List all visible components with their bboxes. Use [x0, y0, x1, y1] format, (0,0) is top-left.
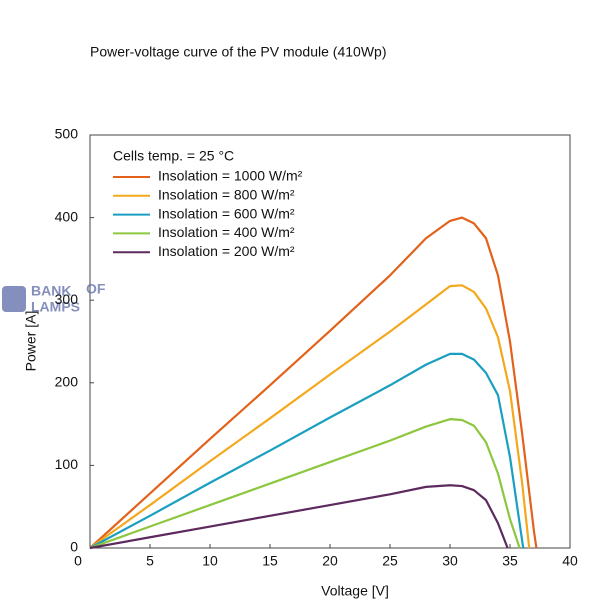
series-line	[89, 284, 531, 549]
x-axis-label: Voltage [V]	[321, 583, 389, 599]
y-tick-label: 400	[55, 208, 79, 224]
legend-title: Cells temp. = 25 °C	[113, 148, 234, 164]
x-tick-label: 35	[502, 553, 518, 569]
x-tick-label: 30	[442, 553, 458, 569]
x-tick-label: 5	[146, 553, 154, 569]
y-axis-label: Power [A]	[23, 311, 39, 372]
watermark-text: LAMPS	[31, 299, 80, 315]
y-tick-label: 100	[55, 456, 79, 472]
legend-label: Insolation = 800 W/m²	[158, 187, 295, 203]
watermark-text: OF	[86, 281, 106, 297]
x-tick-label: 0	[74, 553, 82, 569]
watermark-text: BANK	[31, 283, 71, 299]
x-tick-label: 15	[262, 553, 278, 569]
x-tick-label: 10	[202, 553, 218, 569]
series-line	[89, 418, 521, 550]
legend-label: Insolation = 400 W/m²	[158, 224, 295, 240]
series-line	[89, 484, 509, 550]
legend-label: Insolation = 200 W/m²	[158, 243, 295, 259]
watermark-icon	[2, 286, 26, 312]
series-line	[89, 216, 538, 549]
y-tick-label: 0	[70, 539, 78, 555]
y-tick-label: 500	[55, 126, 79, 142]
x-tick-label: 25	[382, 553, 398, 569]
series-line	[89, 352, 525, 549]
y-tick-label: 300	[55, 291, 79, 307]
x-tick-label: 40	[562, 553, 578, 569]
y-tick-label: 200	[55, 374, 79, 390]
legend-label: Insolation = 1000 W/m²	[158, 168, 303, 184]
watermark: BANK OF LAMPS	[2, 281, 106, 315]
x-tick-label: 20	[322, 553, 338, 569]
chart-title: Power-voltage curve of the PV module (41…	[90, 44, 386, 60]
legend-label: Insolation = 600 W/m²	[158, 205, 295, 221]
